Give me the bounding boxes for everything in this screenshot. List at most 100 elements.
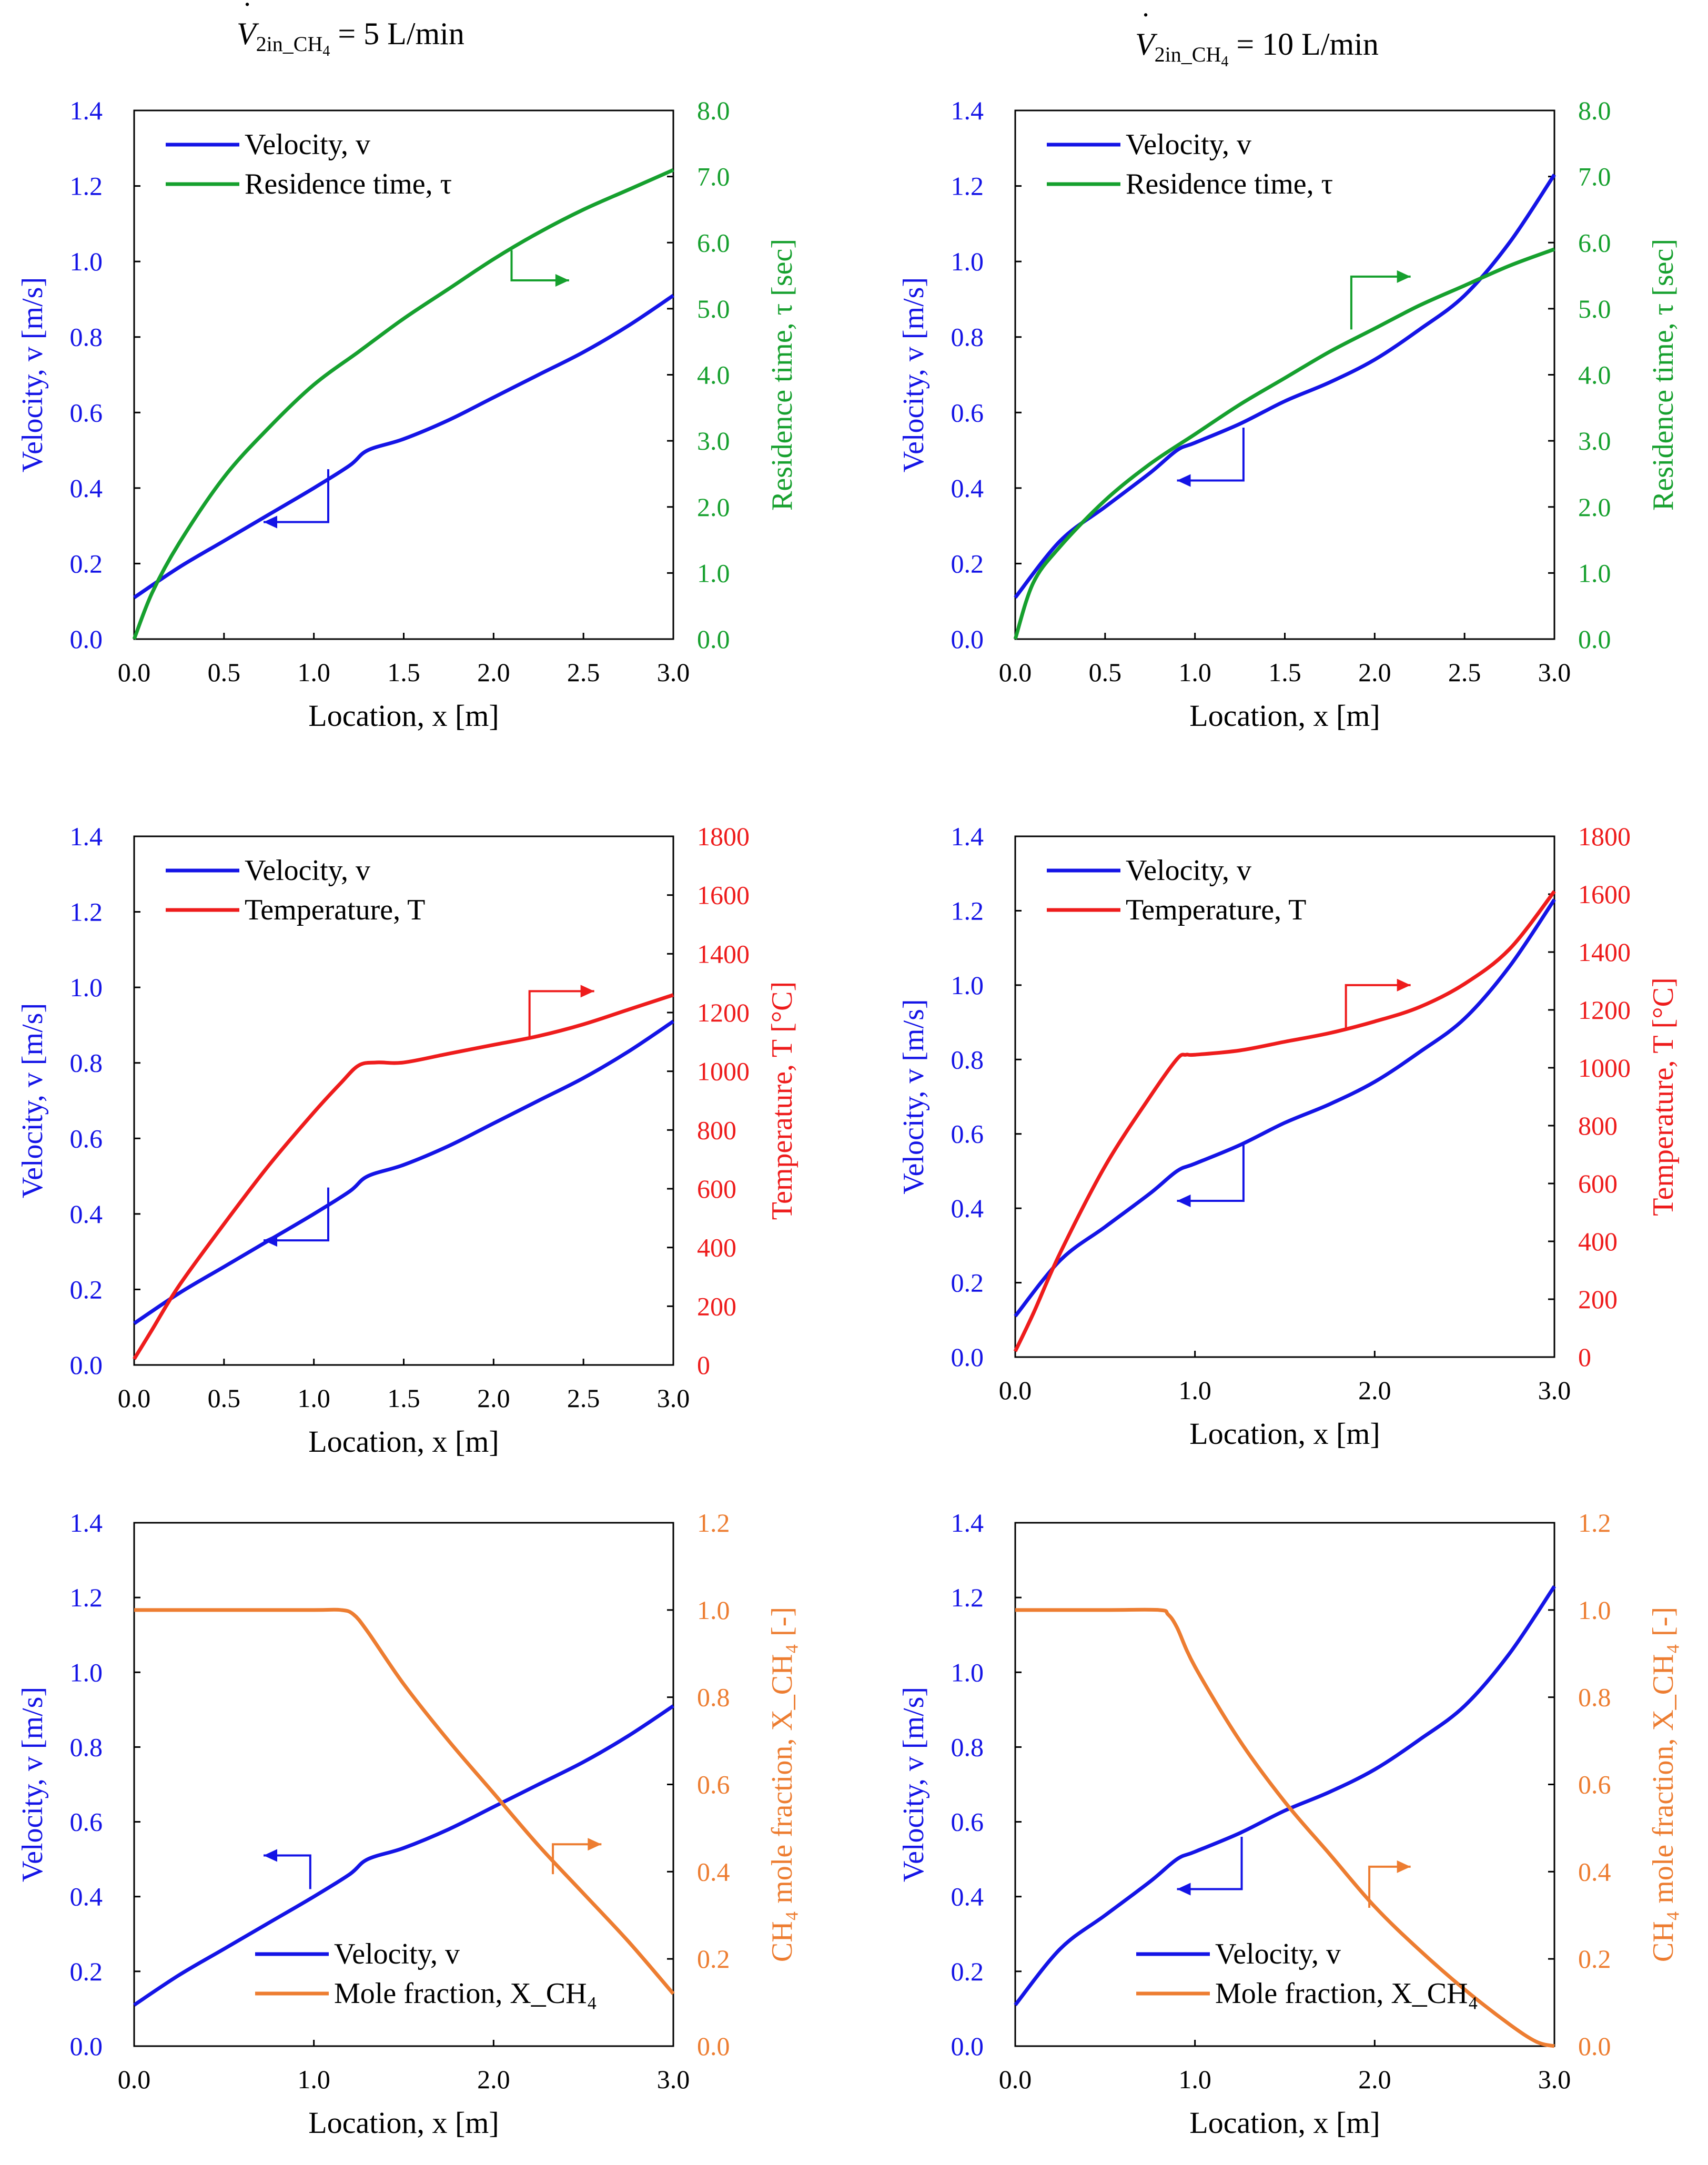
x-axis-label: Location, x [m]	[1189, 699, 1380, 733]
x-tick-label: 2.0	[1358, 2065, 1391, 2094]
secondary-line	[1015, 1607, 1555, 2048]
y-left-tick-label: 0.6	[70, 1807, 103, 1837]
x-tick-label: 0.0	[118, 2065, 151, 2094]
flow-symbol: V	[1135, 27, 1155, 62]
y-left-tick-label: 0.8	[951, 1732, 984, 1762]
arrow-head	[1177, 1883, 1191, 1896]
flow-value: = 5 L/min	[338, 16, 464, 51]
x-tick-label: 0.5	[208, 1383, 241, 1413]
y-right-tick-label: 200	[1578, 1284, 1618, 1314]
y-right-tick-label: 3.0	[697, 426, 730, 456]
y-left-tick-label: 1.0	[951, 247, 984, 276]
y-left-tick-label: 1.2	[70, 1583, 103, 1612]
x-axis-label: Location, x [m]	[308, 2106, 499, 2140]
x-tick-label: 3.0	[1538, 657, 1571, 687]
y-left-tick-label: 1.0	[70, 1657, 103, 1687]
x-tick-label: 0.0	[999, 1375, 1032, 1405]
chart-panel-3: 0.0 0.5 1.0 1.5 2.0 2.5 3.0 0.0 0.2 0.4 0.6 0.8 1.0 1…	[16, 822, 799, 1459]
y-left-tick-label: 0.6	[70, 1124, 103, 1153]
y-right-tick-label: 0	[1578, 1342, 1591, 1372]
axis-indicator-arrow	[1350, 275, 1411, 330]
y-left-tick-label: 1.4	[951, 96, 984, 125]
y-left-tick-label: 1.4	[951, 1508, 984, 1537]
y-left-tick-label: 0.4	[951, 473, 984, 503]
x-axis-label: Location, x [m]	[308, 1424, 499, 1459]
y-left-tick-label: 0.2	[951, 1957, 984, 1986]
legend: Velocity, v Temperature, T	[166, 854, 425, 926]
y-right-tick-label: 1.2	[1578, 1508, 1611, 1537]
flow-value: = 10 L/min	[1236, 27, 1379, 62]
x-tick-label: 3.0	[657, 657, 690, 687]
x-tick-label: 2.0	[1358, 1375, 1391, 1405]
y-left-tick-label: 0.4	[951, 1882, 984, 1911]
y-right-tick-label: 0.0	[697, 624, 730, 654]
y-right-tick-label: 1.0	[1578, 1595, 1611, 1625]
axis-indicator-arrow	[510, 250, 569, 282]
y-right-tick-label: 0	[697, 1350, 710, 1380]
legend-label: Velocity, v	[1126, 128, 1251, 161]
axis-indicator-arrow	[264, 469, 329, 523]
legend: Velocity, v Mole fraction, X_CH₄	[1136, 1938, 1478, 2010]
legend-label: Residence time, τ	[245, 168, 452, 200]
y-left-tick-label: 0.4	[951, 1193, 984, 1223]
x-tick-label: 2.0	[477, 657, 510, 687]
velocity-line	[133, 1704, 674, 2007]
y-right-tick-label: 0.0	[1578, 624, 1611, 654]
legend-label: Velocity, v	[245, 854, 370, 887]
y-right-tick-label: 2.0	[1578, 492, 1611, 522]
axis-indicator-arrow	[528, 990, 594, 1037]
y-left-axis-label: Velocity, v [m/s]	[897, 999, 930, 1194]
y-right-tick-label: 1.0	[1578, 558, 1611, 588]
y-left-tick-label: 0.6	[70, 398, 103, 427]
right-column-header: V2in_CH4 = 10 L/min	[1135, 26, 1379, 70]
y-left-tick-label: 1.0	[70, 247, 103, 276]
y-right-tick-label: 0.8	[697, 1683, 730, 1712]
x-tick-label: 2.5	[1448, 657, 1481, 687]
arrow-head	[555, 274, 569, 287]
x-tick-label: 0.0	[999, 2065, 1032, 2094]
chart-panel-2: 0.0 0.5 1.0 1.5 2.0 2.5 3.00.00.20.40.60.81.01…	[897, 96, 1680, 733]
y-left-tick-label: 0.0	[951, 2031, 984, 2061]
y-right-tick-label: 1200	[697, 998, 750, 1027]
x-axis-label: Location, x [m]	[1189, 1417, 1380, 1451]
y-right-tick-label: 2.0	[697, 492, 730, 522]
arrow-head	[580, 985, 594, 998]
y-right-tick-label: 1200	[1578, 995, 1631, 1025]
x-tick-label: 1.5	[387, 657, 420, 687]
y-left-tick-label: 0.0	[70, 1350, 103, 1380]
axis-indicator-arrow	[1345, 984, 1411, 1030]
legend-label: Temperature, T	[1126, 894, 1306, 926]
x-tick-label: 2.5	[567, 657, 600, 687]
y-left-axis-label: Velocity, v [m/s]	[897, 1687, 930, 1882]
chart-panel-6: 0.0 1.0 2.0 3.00.00.20.40.60.81.01.21.40.00…	[897, 1508, 1680, 2140]
arrow-head	[588, 1838, 602, 1851]
axis-indicator-arrow	[1177, 1145, 1245, 1202]
y-right-tick-label: 1.0	[697, 558, 730, 588]
legend-label: Temperature, T	[245, 894, 425, 926]
velocity-line	[1014, 174, 1556, 599]
legend: Velocity, v Residence time, τ	[166, 128, 452, 200]
y-right-tick-label: 1.0	[697, 1595, 730, 1625]
arrow-head	[1177, 1195, 1191, 1207]
y-right-tick-label: 1.2	[697, 1508, 730, 1537]
y-left-axis-label: Velocity, v [m/s]	[16, 277, 49, 472]
y-right-tick-label: 0.6	[697, 1770, 730, 1799]
x-tick-label: 1.5	[387, 1383, 420, 1413]
y-left-tick-label: 0.2	[951, 549, 984, 578]
x-tick-label: 2.0	[477, 1383, 510, 1413]
y-right-tick-label: 1800	[697, 822, 750, 851]
y-left-tick-label: 0.4	[70, 1199, 103, 1229]
secondary-line	[132, 168, 674, 640]
y-left-tick-label: 0.6	[951, 1119, 984, 1149]
y-left-tick-label: 1.4	[951, 822, 984, 851]
y-left-tick-label: 0.4	[70, 473, 103, 503]
y-right-tick-label: 8.0	[697, 96, 730, 125]
chart-panel-1: 0.0 0.5 1.0 1.5 2.0 2.5 3.00.00.20.40.60.81.01…	[16, 96, 799, 733]
y-left-tick-label: 0.0	[70, 2031, 103, 2061]
arrow-head	[1177, 474, 1191, 487]
y-right-tick-label: 1000	[697, 1057, 750, 1086]
y-left-tick-label: 1.4	[70, 822, 103, 851]
y-left-tick-label: 0.8	[70, 1048, 103, 1078]
flow-subscript: 2in_CH	[256, 32, 323, 56]
